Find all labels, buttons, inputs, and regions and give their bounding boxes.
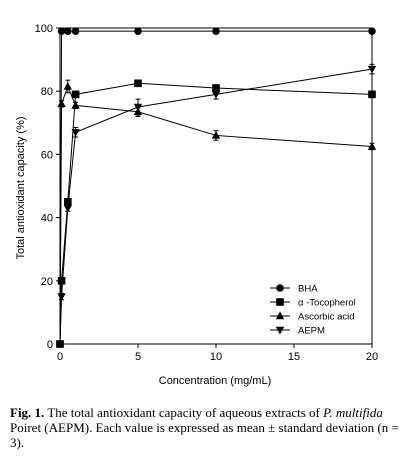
caption-text-1: The total antioxidant capacity of aqueou… bbox=[44, 405, 324, 420]
data-point bbox=[134, 27, 142, 35]
y-tick-label: 60 bbox=[41, 149, 53, 161]
antioxidant-chart: 0 5 10 15 20 0 20 40 60 80 100 BHA α -Tocopherol Asc… bbox=[15, 23, 378, 387]
data-point bbox=[63, 204, 72, 213]
data-point bbox=[211, 131, 221, 139]
x-axis-title: Concentration (mg/mL) bbox=[159, 375, 272, 387]
caption-label: Fig. 1. bbox=[10, 405, 45, 420]
legend-item: Ascorbic acid bbox=[270, 312, 355, 323]
legend-marker bbox=[276, 284, 284, 292]
legend-label: α -Tocopherol bbox=[298, 298, 356, 309]
data-point bbox=[368, 90, 376, 99]
y-tick-label: 40 bbox=[41, 213, 53, 225]
series-triangle-down bbox=[55, 63, 377, 349]
data-point bbox=[71, 101, 80, 109]
data-point bbox=[71, 129, 80, 137]
y-axis-title: Total antioxidant capacity (%) bbox=[15, 116, 27, 259]
legend-item: BHA bbox=[270, 284, 318, 295]
x-tick-label: 10 bbox=[210, 351, 222, 363]
x-tick-label: 15 bbox=[288, 351, 300, 363]
legend-marker bbox=[275, 326, 285, 335]
legend-label: Ascorbic acid bbox=[298, 312, 355, 323]
data-point bbox=[64, 198, 72, 206]
data-point bbox=[71, 27, 80, 35]
legend-marker bbox=[275, 311, 285, 320]
data-point bbox=[57, 99, 66, 108]
y-tick-label: 80 bbox=[41, 86, 53, 98]
legend-label: AEPM bbox=[298, 326, 325, 337]
caption-species: P. multifida bbox=[323, 405, 383, 420]
data-point bbox=[368, 27, 376, 35]
data-point bbox=[57, 27, 66, 35]
data-point bbox=[211, 91, 221, 99]
data-point bbox=[63, 82, 72, 90]
data-point bbox=[134, 79, 142, 88]
data-point bbox=[367, 142, 377, 150]
x-tick-label: 5 bbox=[135, 351, 141, 363]
series-layer bbox=[55, 27, 377, 349]
data-point bbox=[71, 90, 80, 99]
legend-item: AEPM bbox=[270, 326, 325, 337]
y-tick-label: 0 bbox=[47, 339, 53, 351]
y-tick-label: 100 bbox=[35, 23, 53, 35]
legend-item: α -Tocopherol bbox=[270, 298, 356, 309]
data-point bbox=[55, 340, 65, 349]
y-tick-label: 20 bbox=[41, 276, 53, 288]
data-point bbox=[212, 84, 220, 92]
data-point bbox=[212, 27, 220, 35]
data-point bbox=[57, 293, 66, 301]
legend: BHA α -Tocopherol Ascorbic acid AEPM bbox=[270, 284, 356, 337]
data-point bbox=[64, 27, 72, 35]
legend-marker bbox=[276, 298, 284, 306]
caption-text-2: Poiret (AEPM). Each value is expressed a… bbox=[10, 420, 399, 450]
x-tick-label: 20 bbox=[366, 351, 378, 363]
x-tick-label: 0 bbox=[57, 351, 63, 363]
data-point bbox=[367, 65, 377, 74]
data-point bbox=[57, 277, 66, 285]
data-point bbox=[133, 103, 143, 112]
legend-label: BHA bbox=[298, 284, 318, 295]
figure-caption: Fig. 1. The total antioxidant capacity o… bbox=[10, 405, 408, 450]
series-square bbox=[56, 79, 376, 348]
